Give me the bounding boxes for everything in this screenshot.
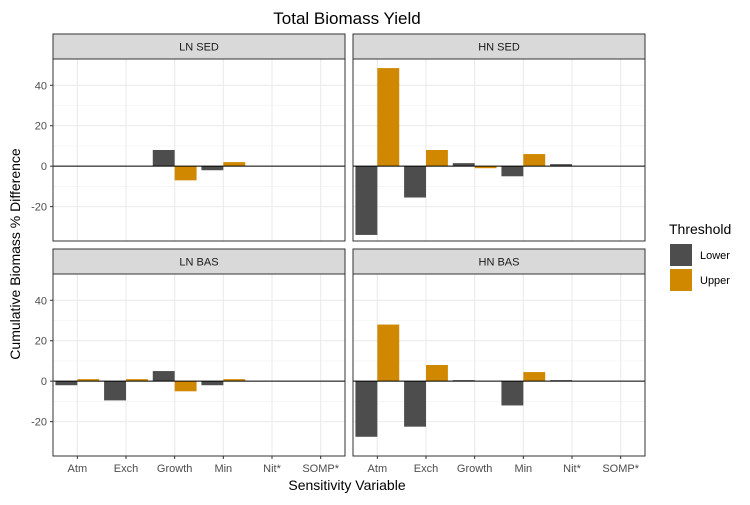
panel-strip-label: HN SED [478, 42, 520, 54]
panel-plot-area [53, 274, 345, 456]
panel-ln-bas: LN BAS -20 0 20 40 Atm Exch Growth Min Nit* SOMP* [31, 248, 346, 475]
bar-hn-bas-exch-upper [426, 365, 448, 382]
x-tick-label: Exch [114, 463, 138, 475]
y-axis-label: Cumulative Biomass % Difference [7, 148, 23, 360]
bar-hn-bas-min-upper [523, 372, 546, 382]
panel-strip [52, 33, 346, 60]
bar-hn-sed-exch-upper [426, 150, 448, 167]
bar-ln-bas-atm-lower [55, 381, 78, 386]
y-tick-label: -20 [31, 417, 47, 429]
panel-strip-label: LN BAS [179, 257, 218, 269]
panel-plot-area [53, 59, 345, 241]
x-tick-label: Exch [414, 463, 438, 475]
panel-border [52, 273, 346, 457]
bar-ln-bas-growth-upper [174, 381, 197, 392]
bar-hn-bas-growth-lower [452, 380, 475, 382]
bar-hn-bas-atm-upper [377, 324, 400, 382]
bar-ln-sed-growth-upper [174, 166, 197, 181]
legend-swatch-lower [670, 244, 692, 266]
bar-hn-sed-min-upper [523, 154, 546, 167]
bar-ln-bas-atm-upper [77, 379, 100, 382]
legend-title: Threshold [669, 221, 731, 237]
bar-hn-bas-min-lower [501, 381, 524, 406]
bar-ln-sed-min-lower [201, 166, 224, 171]
bar-ln-bas-min-lower [201, 381, 224, 386]
x-tick-label: Nit* [563, 463, 581, 475]
bar-hn-bas-nit-lower [550, 380, 572, 382]
x-tick-label: Min [214, 463, 232, 475]
panel-plot-area [353, 59, 645, 241]
bar-ln-bas-min-upper [223, 379, 246, 382]
bar-hn-sed-growth-upper [474, 166, 497, 169]
panel-hn-bas: HN BAS Atm Exch Growth Min Nit* SOMP* [352, 248, 646, 475]
x-axis-label: Sensitivity Variable [288, 477, 405, 493]
x-tick-label: SOMP* [602, 463, 639, 475]
bar-ln-sed-min-upper [223, 162, 246, 167]
legend-label-upper: Upper [700, 275, 730, 287]
chart-title: Total Biomass Yield [273, 9, 420, 28]
y-tick-label: -20 [31, 202, 47, 214]
bar-ln-bas-growth-lower [152, 371, 175, 382]
panel-border [52, 58, 346, 242]
y-tick-label: 20 [35, 336, 47, 348]
panel-strip [352, 248, 646, 275]
bar-hn-sed-atm-lower [355, 166, 378, 235]
panel-hn-sed: HN SED [352, 33, 646, 242]
x-tick-label: Nit* [263, 463, 281, 475]
panel-border [352, 273, 646, 457]
x-tick-label: Atm [368, 463, 388, 475]
y-tick-label: 0 [41, 161, 47, 173]
y-tick-label: 40 [35, 80, 47, 92]
bar-hn-sed-atm-upper [377, 68, 400, 167]
bar-ln-bas-exch-lower [104, 381, 126, 401]
bar-hn-sed-nit-lower [550, 164, 572, 167]
x-tick-label: Growth [157, 463, 192, 475]
panel-strip [352, 33, 646, 60]
panel-border [352, 58, 646, 242]
legend: Threshold Lower Upper [669, 221, 731, 291]
x-tick-label: Growth [457, 463, 492, 475]
panel-strip-label: LN SED [179, 42, 219, 54]
bar-hn-bas-atm-lower [355, 381, 378, 437]
panel-ln-sed: LN SED -20 0 20 40 [31, 33, 346, 242]
x-tick-label: Min [514, 463, 532, 475]
bar-hn-sed-exch-lower [404, 166, 426, 198]
bar-hn-sed-min-lower [501, 166, 524, 177]
panel-plot-area [353, 274, 645, 456]
y-tick-label: 20 [35, 121, 47, 133]
y-tick-label: 0 [41, 376, 47, 388]
bar-ln-bas-exch-upper [126, 379, 148, 382]
x-tick-label: SOMP* [302, 463, 339, 475]
bar-ln-sed-growth-lower [152, 150, 175, 167]
bar-hn-bas-exch-lower [404, 381, 426, 427]
bar-hn-sed-growth-lower [452, 163, 475, 167]
panel-strip-label: HN BAS [479, 257, 520, 269]
panel-strip [52, 248, 346, 275]
x-tick-label: Atm [68, 463, 88, 475]
legend-swatch-upper [670, 269, 692, 291]
facet-panels: LN SED -20 0 20 40 HN SED LN BAS -20 0 20 40 Atm Exc… [31, 33, 646, 475]
legend-label-lower: Lower [700, 250, 730, 262]
y-tick-label: 40 [35, 295, 47, 307]
